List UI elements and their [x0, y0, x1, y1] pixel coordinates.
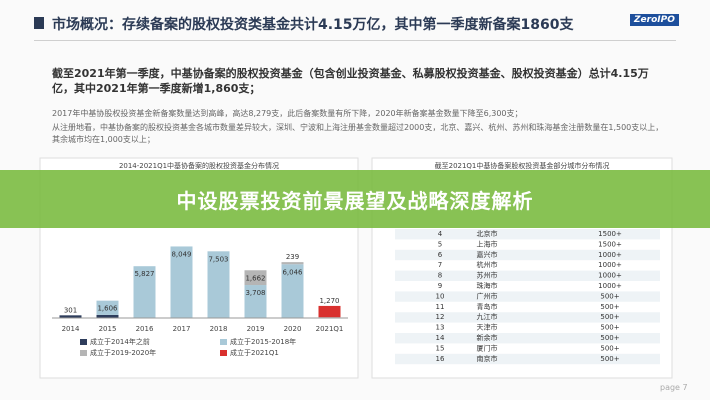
- title-marker: [34, 17, 44, 29]
- table-row-bg: [395, 270, 660, 281]
- table-cell: 1000+: [598, 272, 622, 280]
- bar-segment: [281, 262, 304, 265]
- bar-segment: [244, 285, 267, 318]
- table-cell: 1000+: [598, 261, 622, 269]
- x-tick-label: 2018: [210, 325, 228, 333]
- table-cell: 新余市: [477, 333, 498, 342]
- data-label: 3,708: [245, 289, 265, 297]
- data-label: 1,270: [319, 297, 339, 305]
- legend-label: 成立于2014年之前: [90, 337, 150, 346]
- table-cell: 7: [438, 261, 442, 269]
- table-cell: 500+: [600, 292, 619, 300]
- table-cell: 嘉兴市: [477, 250, 498, 259]
- bar-segment: [244, 270, 267, 286]
- table-cell: 500+: [600, 324, 619, 332]
- table-cell: 13: [436, 324, 445, 332]
- table-cell: 1500+: [598, 240, 622, 248]
- x-tick-label: 2017: [173, 325, 191, 333]
- table-row-bg: [395, 353, 660, 365]
- table-cell: 1000+: [598, 251, 622, 259]
- bar-segment: [318, 305, 341, 318]
- table-cell: 16: [436, 355, 445, 363]
- logo: ZeroIPO: [630, 14, 679, 26]
- data-label: 239: [286, 253, 299, 261]
- x-tick-label: 2019: [247, 325, 265, 333]
- banner-title: 中设股票投资前景展望及战略深度解析: [176, 189, 534, 213]
- bar-segment: [281, 264, 304, 318]
- x-tick-label: 2020: [284, 325, 302, 333]
- legend-label: 成立于2015-2018年: [230, 337, 296, 346]
- table-cell: 4: [438, 230, 443, 238]
- divider: [34, 40, 676, 41]
- bar-segment: [207, 251, 230, 318]
- x-tick-label: 2015: [99, 325, 117, 333]
- table-cell: 500+: [600, 355, 619, 363]
- summary: 截至2021年第一季度，中基协备案的股权投资基金（包含创业投资基金、私募股权投资…: [52, 67, 649, 95]
- table-cell: 6: [438, 251, 443, 259]
- table-cell: 9: [438, 282, 442, 290]
- table-row-bg: [395, 249, 660, 261]
- data-label: 5,827: [134, 270, 154, 278]
- legend-swatch: [220, 339, 227, 345]
- table-row-bg: [395, 312, 660, 323]
- legend-swatch: [80, 350, 87, 356]
- slide-title: 市场概况：存续备案的股权投资类基金共计4.15万亿，其中第一季度新备案1860支: [52, 17, 574, 33]
- table-cell: 珠海市: [477, 281, 498, 290]
- table-cell: 北京市: [477, 229, 498, 238]
- bar-segment: [133, 266, 156, 318]
- table-cell: 广州市: [477, 291, 498, 300]
- table-row-bg: [395, 291, 660, 302]
- table-cell: 天津市: [477, 323, 498, 332]
- table-cell: 15: [436, 344, 445, 352]
- data-label: 7,503: [208, 255, 228, 263]
- table-cell: 苏州市: [477, 271, 498, 280]
- data-label: 1,606: [97, 305, 118, 313]
- banner: [0, 170, 710, 228]
- data-label: 6,046: [282, 268, 303, 276]
- table-cell: 500+: [600, 334, 619, 342]
- data-label: 301: [64, 306, 77, 314]
- table-cell: 1000+: [598, 282, 622, 290]
- legend-label: 成立于2019-2020年: [90, 348, 156, 357]
- x-tick-label: 2021Q1: [316, 325, 344, 333]
- table-cell: 500+: [600, 344, 619, 352]
- page-number: page 7: [660, 383, 688, 392]
- table-cell: 1500+: [598, 230, 622, 238]
- table-cell: 12: [436, 313, 445, 321]
- legend-swatch: [80, 339, 87, 345]
- table-cell: 10: [436, 292, 445, 300]
- bar-segment: [96, 314, 119, 318]
- bar-segment: [59, 315, 82, 318]
- table-row-bg: [395, 229, 660, 240]
- table-row-bg: [395, 333, 660, 344]
- bullet: 2017年中基协股权投资基金新备案数量达到高峰，高达8,279支，此后备案数量有…: [52, 109, 523, 118]
- table-cell: 11: [436, 303, 445, 311]
- bar-segment: [170, 246, 193, 318]
- table-cell: 8: [438, 272, 442, 280]
- table-cell: 杭州市: [477, 260, 498, 269]
- table-cell: 青岛市: [477, 302, 498, 311]
- legend-label: 成立于2021Q1: [230, 348, 279, 357]
- legend-swatch: [220, 350, 227, 356]
- table-cell: 500+: [600, 303, 619, 311]
- table-cell: 500+: [600, 313, 619, 321]
- table-cell: 南京市: [477, 354, 498, 363]
- table-cell: 上海市: [477, 239, 498, 248]
- table-cell: 5: [438, 240, 442, 248]
- x-tick-label: 2016: [136, 325, 154, 333]
- x-tick-label: 2014: [62, 325, 80, 333]
- table-cell: 厦门市: [477, 343, 498, 352]
- table-cell: 九江市: [477, 312, 498, 321]
- table-title: 截至2021Q1中基协备案股权投资基金部分城市分布情况: [435, 161, 610, 170]
- table-cell: 14: [436, 334, 445, 342]
- bar-segment: [96, 300, 119, 315]
- data-label: 8,049: [171, 250, 191, 258]
- bullet: 从注册地看，中基协备案的股权投资基金各城市数量差异较大，深圳、宁波和上海注册基金…: [52, 123, 664, 144]
- data-label: 1,662: [245, 274, 265, 282]
- chart-title: 2014-2021Q1中基协备案的股权投资基金分布情况: [119, 161, 279, 170]
